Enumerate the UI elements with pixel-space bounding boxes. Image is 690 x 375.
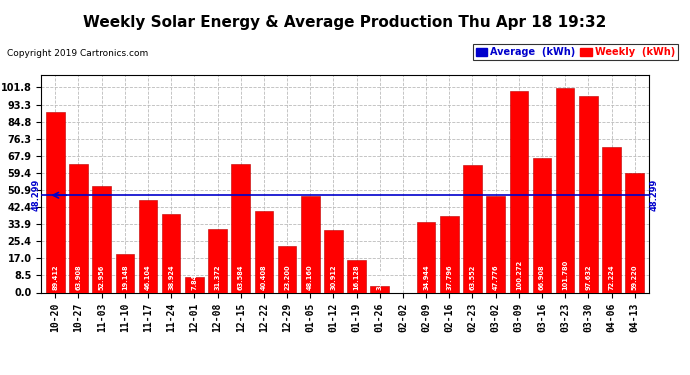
Bar — [69, 164, 88, 292]
Legend: Average  (kWh), Weekly  (kWh): Average (kWh), Weekly (kWh) — [473, 44, 678, 60]
Bar — [92, 186, 111, 292]
Text: 40.408: 40.408 — [261, 265, 267, 291]
Bar — [208, 230, 227, 292]
Bar — [509, 91, 528, 292]
Bar — [255, 211, 273, 292]
Bar — [115, 254, 134, 292]
Bar — [162, 214, 181, 292]
Bar — [417, 222, 435, 292]
Text: 16.128: 16.128 — [353, 265, 359, 291]
Text: 52.956: 52.956 — [99, 265, 105, 291]
Text: 48.299: 48.299 — [650, 179, 659, 212]
Text: 59.220: 59.220 — [631, 265, 638, 291]
Text: 48.160: 48.160 — [307, 265, 313, 291]
Text: 100.272: 100.272 — [516, 260, 522, 291]
Bar — [371, 286, 389, 292]
Bar — [278, 246, 296, 292]
Bar — [185, 277, 204, 292]
Text: 101.780: 101.780 — [562, 260, 568, 291]
Bar — [579, 96, 598, 292]
Bar — [533, 158, 551, 292]
Bar — [139, 200, 157, 292]
Bar — [463, 165, 482, 292]
Text: 48.299: 48.299 — [31, 179, 40, 212]
Text: 63.584: 63.584 — [238, 265, 244, 291]
Text: 66.908: 66.908 — [539, 265, 545, 291]
Text: 63.552: 63.552 — [469, 265, 475, 291]
Text: 7.840: 7.840 — [191, 270, 197, 291]
Bar — [625, 173, 644, 292]
Text: 31.372: 31.372 — [215, 265, 221, 291]
Bar — [301, 195, 319, 292]
Text: 63.908: 63.908 — [75, 265, 81, 291]
Bar — [602, 147, 621, 292]
Bar — [556, 87, 575, 292]
Text: 37.796: 37.796 — [446, 265, 452, 291]
Bar — [324, 230, 343, 292]
Text: Copyright 2019 Cartronics.com: Copyright 2019 Cartronics.com — [7, 49, 148, 58]
Bar — [46, 112, 65, 292]
Text: 47.776: 47.776 — [493, 265, 499, 291]
Text: 30.912: 30.912 — [331, 265, 337, 291]
Text: 46.104: 46.104 — [145, 265, 151, 291]
Bar — [440, 216, 459, 292]
Text: 72.224: 72.224 — [609, 265, 615, 291]
Bar — [486, 196, 505, 292]
Text: 38.924: 38.924 — [168, 265, 174, 291]
Text: 89.412: 89.412 — [52, 265, 59, 291]
Text: 23.200: 23.200 — [284, 265, 290, 291]
Text: 19.148: 19.148 — [122, 265, 128, 291]
Text: 97.632: 97.632 — [585, 265, 591, 291]
Bar — [347, 260, 366, 292]
Bar — [231, 165, 250, 292]
Text: 3.012: 3.012 — [377, 270, 383, 291]
Text: Weekly Solar Energy & Average Production Thu Apr 18 19:32: Weekly Solar Energy & Average Production… — [83, 15, 607, 30]
Text: 34.944: 34.944 — [423, 265, 429, 291]
